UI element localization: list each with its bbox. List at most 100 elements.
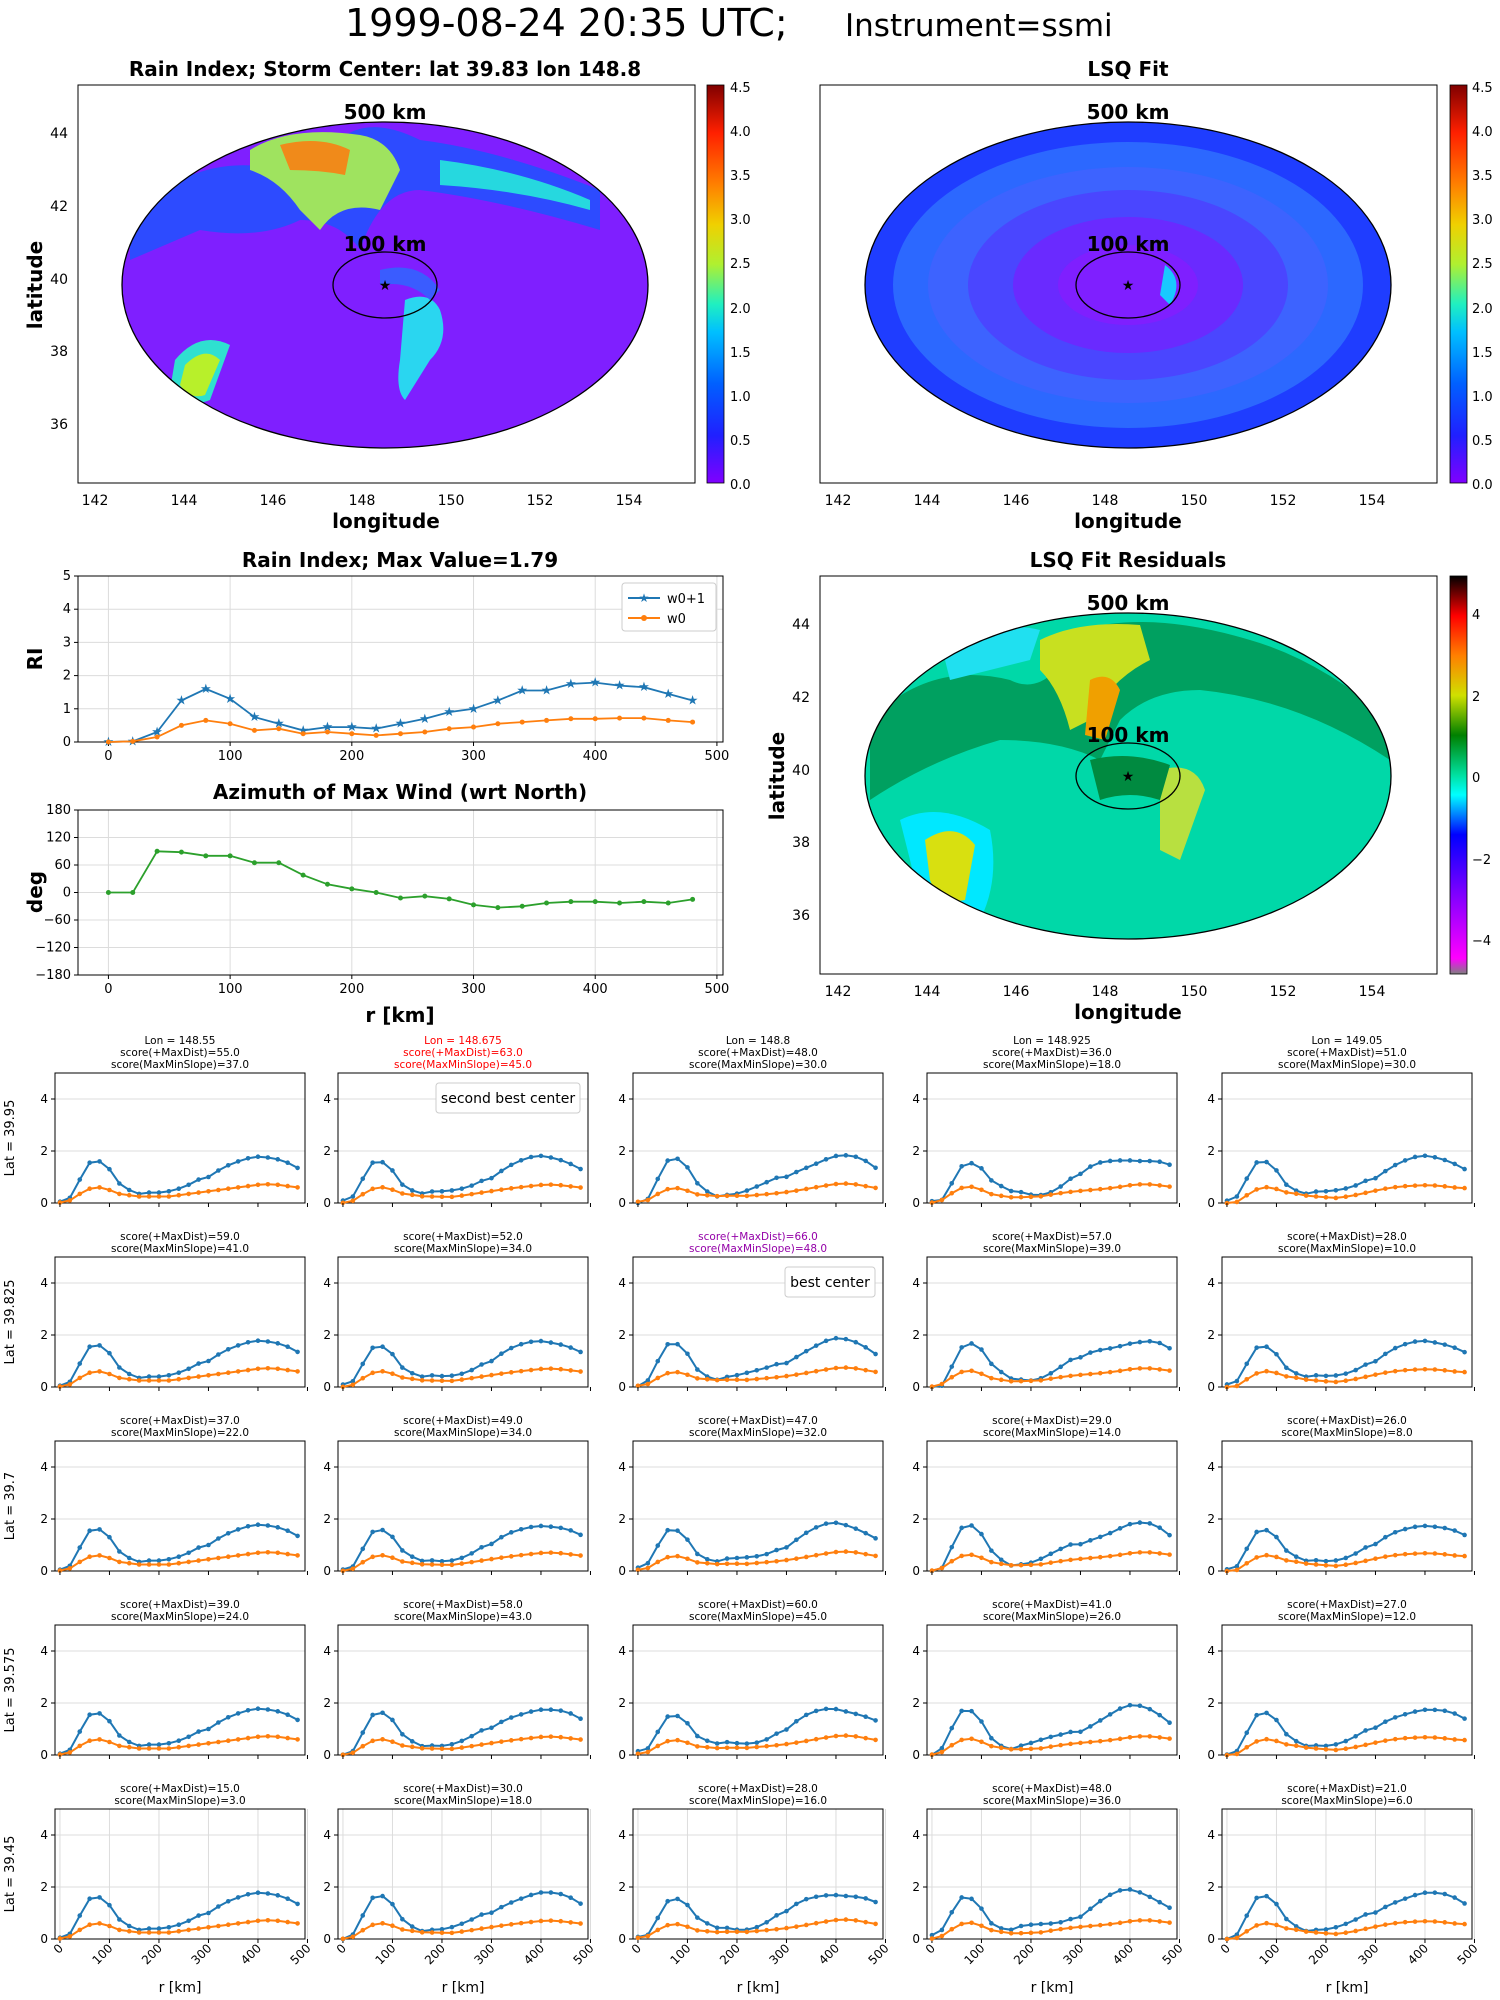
- data-point: [1147, 1182, 1153, 1187]
- subplot-title: score(+MaxDist)=52.0: [403, 1231, 523, 1243]
- data-point: [1028, 1378, 1034, 1384]
- data-point: [1244, 1376, 1250, 1382]
- data-point: [126, 1371, 132, 1377]
- y-tick-label: 4: [1207, 1460, 1215, 1474]
- data-point: [235, 1553, 241, 1558]
- lsq-map-title: LSQ Fit: [1087, 57, 1169, 81]
- data-point: [1018, 1930, 1024, 1936]
- svg-text:4.0: 4.0: [730, 125, 751, 140]
- y-tick-label: 0: [618, 1380, 626, 1394]
- data-point: [665, 1186, 670, 1192]
- data-point: [823, 1183, 829, 1188]
- data-point: [843, 1733, 849, 1738]
- data-point: [489, 1556, 494, 1562]
- data-point: [764, 1179, 769, 1185]
- data-point: ★: [224, 692, 236, 707]
- data-point: [105, 739, 111, 745]
- x-tick-label: 300: [188, 1941, 214, 1967]
- subplot-title: score(+MaxDist)=41.0: [992, 1599, 1112, 1611]
- data-point: [734, 1561, 740, 1567]
- data-point: [1058, 1742, 1063, 1748]
- data-point: [734, 1377, 740, 1383]
- data-point: [1412, 1367, 1418, 1372]
- data-point: [1333, 1558, 1339, 1563]
- data-point: ★: [565, 677, 577, 692]
- data-point: [1323, 1189, 1329, 1194]
- data-point: [459, 1561, 465, 1566]
- data-point: [578, 1369, 583, 1374]
- data-point: [734, 1745, 740, 1751]
- data-point: [873, 1369, 878, 1375]
- data-point: [265, 1181, 271, 1187]
- data-point: [97, 1343, 102, 1348]
- data-point: [400, 1182, 405, 1187]
- data-point: [794, 1169, 799, 1175]
- data-point: [1293, 1371, 1299, 1376]
- data-point: [655, 1543, 661, 1548]
- data-point: [186, 1927, 191, 1933]
- data-point: [156, 1378, 162, 1383]
- y-tick-label: 4: [1207, 1276, 1215, 1290]
- data-point: [235, 1895, 241, 1900]
- data-point: [863, 1896, 868, 1901]
- data-point: [1157, 1919, 1162, 1924]
- data-point: [1383, 1370, 1388, 1375]
- data-point: [1244, 1913, 1250, 1918]
- data-point: [1048, 1734, 1054, 1740]
- data-point: [635, 1383, 641, 1389]
- data-point: [1167, 1162, 1172, 1168]
- resid-colorbar: [1449, 575, 1468, 975]
- data-point: [803, 1922, 809, 1928]
- y-tick-label: 4: [323, 1276, 331, 1290]
- data-point: [685, 1188, 690, 1194]
- data-point: [370, 1922, 375, 1928]
- data-point: [989, 1375, 994, 1381]
- subplot-title: score(+MaxDist)=63.0: [403, 1047, 523, 1059]
- data-point: [979, 1739, 984, 1745]
- data-point: [196, 1374, 201, 1379]
- data-point: [1363, 1728, 1368, 1733]
- data-point: [734, 1372, 740, 1378]
- data-point: [1117, 1920, 1123, 1926]
- data-point: [518, 1896, 524, 1901]
- svg-text:152: 152: [1270, 493, 1297, 509]
- svg-text:0.5: 0.5: [730, 434, 751, 449]
- data-point: [774, 1558, 779, 1564]
- data-point: [665, 1158, 670, 1163]
- subplot-r3-c0: 024: [40, 1624, 308, 1762]
- data-point: [813, 1161, 819, 1167]
- data-point: [285, 1712, 290, 1717]
- data-point: [1383, 1168, 1388, 1174]
- data-point: [380, 1185, 385, 1190]
- data-point: [1137, 1918, 1143, 1923]
- data-point: [186, 1375, 191, 1381]
- data-point: ★: [614, 679, 626, 694]
- y-tick-label: 2: [40, 1696, 48, 1710]
- data-point: [685, 1165, 690, 1170]
- data-point: [558, 1342, 564, 1347]
- data-point: [176, 1922, 182, 1927]
- data-point: [449, 1930, 455, 1936]
- x-tick-label: 400: [1405, 1941, 1431, 1967]
- data-point: [843, 1522, 849, 1528]
- y-tick-label: 4: [618, 1828, 626, 1842]
- data-point: [1392, 1529, 1398, 1535]
- subplot-r3-c3: 024: [912, 1624, 1180, 1762]
- y-tick-label: 2: [618, 1696, 626, 1710]
- data-point: [949, 1181, 955, 1186]
- data-point: [665, 1554, 670, 1560]
- data-point: [558, 1366, 564, 1372]
- data-point: ★: [151, 725, 163, 740]
- data-point: [255, 1890, 261, 1896]
- ri-legend: ★ w0+1w0: [621, 582, 717, 632]
- rain-colorbar-ticks: 0.0 0.5 1.0 1.5 2.0 2.5 3.0 3.5 4.0 4.5: [730, 81, 751, 493]
- data-point: ★: [589, 676, 601, 691]
- data-point: [949, 1742, 955, 1748]
- data-point: [340, 1568, 346, 1574]
- data-point: [538, 1523, 544, 1529]
- data-point: [641, 715, 647, 721]
- data-point: [380, 1159, 385, 1165]
- svg-text:3.0: 3.0: [1472, 213, 1493, 228]
- data-point: [959, 1895, 964, 1900]
- svg-text:150: 150: [1181, 493, 1208, 509]
